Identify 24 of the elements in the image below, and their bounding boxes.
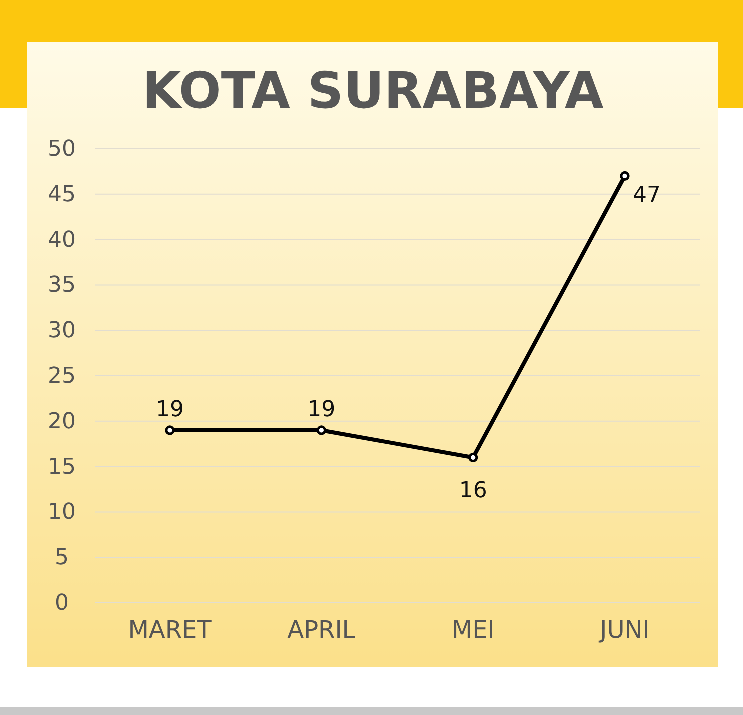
chart-title: KOTA SURABAYA — [142, 62, 604, 120]
x-tick-label: JUNI — [598, 616, 650, 644]
y-tick-label: 20 — [48, 409, 76, 434]
data-label: 16 — [459, 478, 488, 504]
y-tick-label: 15 — [48, 454, 76, 480]
point — [468, 452, 478, 463]
y-tick-label: 50 — [48, 137, 76, 162]
data-label: 19 — [308, 397, 336, 422]
y-tick-label: 10 — [48, 500, 76, 526]
data-label: 19 — [156, 397, 184, 422]
point — [165, 426, 175, 436]
y-tick-label: 40 — [48, 228, 76, 253]
point — [620, 171, 630, 182]
y-tick-label: 35 — [48, 273, 76, 298]
x-tick-label: MEI — [452, 616, 495, 644]
y-tick-label: 30 — [48, 318, 76, 344]
point — [316, 426, 326, 436]
y-tick-label: 0 — [55, 591, 69, 616]
data-label: 47 — [633, 183, 661, 208]
y-tick-label: 25 — [48, 364, 76, 390]
y-tick-label: 5 — [55, 546, 69, 571]
x-tick-label: APRIL — [288, 616, 356, 644]
y-tick-label: 45 — [48, 182, 76, 208]
x-tick-label: MARET — [128, 616, 212, 644]
